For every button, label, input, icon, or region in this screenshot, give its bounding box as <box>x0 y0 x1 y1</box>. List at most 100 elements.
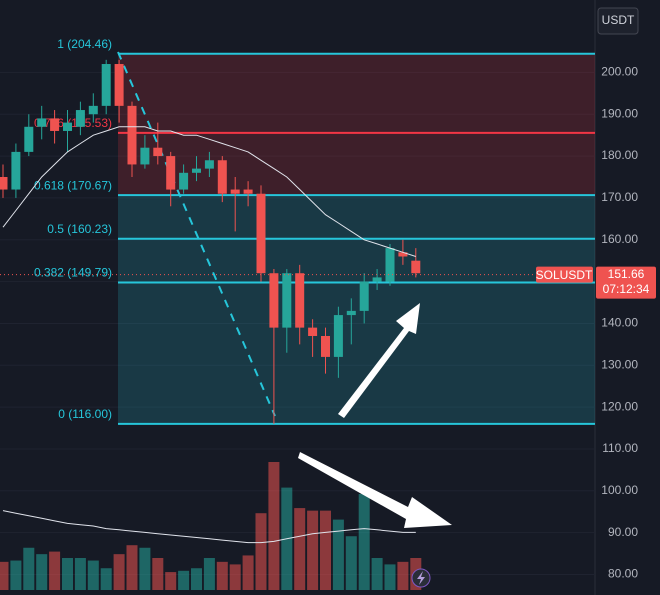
symbol: SOLUSDT <box>536 268 593 282</box>
candle-body <box>359 281 369 311</box>
candle-body <box>308 327 318 336</box>
candle-body <box>166 156 176 190</box>
y-tick-label: 110.00 <box>602 441 638 455</box>
candle-body <box>127 105 137 165</box>
volume-bar <box>384 564 396 590</box>
arrows <box>298 303 452 528</box>
candle-body <box>321 335 330 357</box>
fib-zone <box>118 132 595 196</box>
candle-body <box>256 193 266 274</box>
volume-bar <box>191 568 202 590</box>
fib-zone <box>118 195 595 239</box>
volume-bar <box>100 568 112 590</box>
y-tick-label: 120.00 <box>601 399 638 413</box>
candle-body <box>88 105 98 115</box>
candle-body <box>37 118 47 127</box>
fib-label: 0.382 (149.79) <box>34 266 112 280</box>
candle-body <box>372 277 382 282</box>
volume-bar <box>332 519 344 590</box>
volume-bar <box>87 560 99 590</box>
fib-label: 0.5 (160.23) <box>47 222 112 236</box>
y-tick-label: 80.00 <box>608 567 638 581</box>
indicators <box>0 126 595 544</box>
candle-body <box>204 160 214 169</box>
volume-bar <box>74 558 86 590</box>
fib-tool: 1 (204.46)0.786 (185.53)0.618 (170.67)0.… <box>34 37 595 425</box>
candle-body <box>282 273 292 328</box>
volume-bar <box>126 545 138 590</box>
candle-body <box>63 122 72 131</box>
candle-body <box>411 260 421 274</box>
y-tick-label: 190.00 <box>601 106 638 120</box>
volume-bar <box>139 547 151 590</box>
currency: USDT <box>602 13 635 27</box>
y-tick-label: 100.00 <box>601 483 638 497</box>
candle-body <box>75 110 85 127</box>
volume-bar <box>358 494 370 590</box>
price-box <box>596 266 656 299</box>
volume-bar <box>255 513 267 590</box>
fib-label: 1 (204.46) <box>57 37 112 51</box>
candle-body <box>333 315 343 357</box>
volume-bar <box>345 536 357 590</box>
candle-body <box>346 310 356 316</box>
candle-body <box>101 64 111 106</box>
trend-line <box>117 51 276 417</box>
volume-bar <box>294 508 306 590</box>
volume-bar <box>113 554 125 590</box>
volume-bar <box>397 561 409 590</box>
y-tick-label: 170.00 <box>601 190 638 204</box>
y-tick-label: 200.00 <box>601 65 638 79</box>
volume-bar <box>178 570 190 590</box>
fib-label: 0 (116.00) <box>58 407 112 421</box>
volume-bar <box>49 551 61 590</box>
candle-body <box>24 126 34 152</box>
symbol-box <box>536 266 593 283</box>
volume-bar <box>165 572 177 590</box>
volume-bar <box>36 554 48 590</box>
volume-bar <box>242 555 254 590</box>
volume-bar <box>152 558 164 590</box>
candle-body <box>140 147 150 165</box>
candle-body <box>114 64 124 106</box>
currency-box[interactable] <box>597 7 639 35</box>
volume-average <box>2 510 416 544</box>
y-tick-label: 90.00 <box>608 525 638 539</box>
bolt <box>417 571 425 585</box>
candle-body <box>153 147 163 157</box>
fib-label: 0.618 (170.67) <box>34 178 112 192</box>
moving-average <box>2 126 416 257</box>
y-tick-label: 180.00 <box>601 148 638 162</box>
last-price: 151.66 <box>608 267 645 281</box>
down-arrow <box>298 452 452 528</box>
volume-bar <box>229 564 241 590</box>
volume-bar <box>320 510 331 590</box>
y-tick-label: 160.00 <box>601 232 638 246</box>
y-tick-label: 140.00 <box>601 316 638 330</box>
fib-zone <box>118 282 595 424</box>
volume-bar <box>371 558 383 590</box>
candle-body <box>243 189 253 194</box>
volume-bar <box>0 561 9 590</box>
volume-bar <box>307 510 319 590</box>
candle-body <box>179 172 189 190</box>
candle-body <box>217 160 227 194</box>
y-tick-label: 130.00 <box>601 357 638 371</box>
candle-body <box>50 118 60 131</box>
volume-bar <box>268 462 280 590</box>
candle-body <box>269 273 279 328</box>
candle-body <box>398 252 408 257</box>
volume-bar <box>203 558 215 590</box>
price-axis: 200.00190.00180.00170.00160.00150.00140.… <box>536 65 656 581</box>
candle-body <box>385 248 395 282</box>
fib-zone <box>118 53 595 133</box>
countdown: 07:12:34 <box>603 282 650 296</box>
up-arrow <box>338 303 420 418</box>
volume-bar <box>62 558 73 590</box>
candle-body <box>192 168 201 173</box>
volume-bar <box>216 561 228 590</box>
candle-body <box>230 189 240 194</box>
candle-body <box>11 151 21 190</box>
volume-bar <box>23 547 35 590</box>
